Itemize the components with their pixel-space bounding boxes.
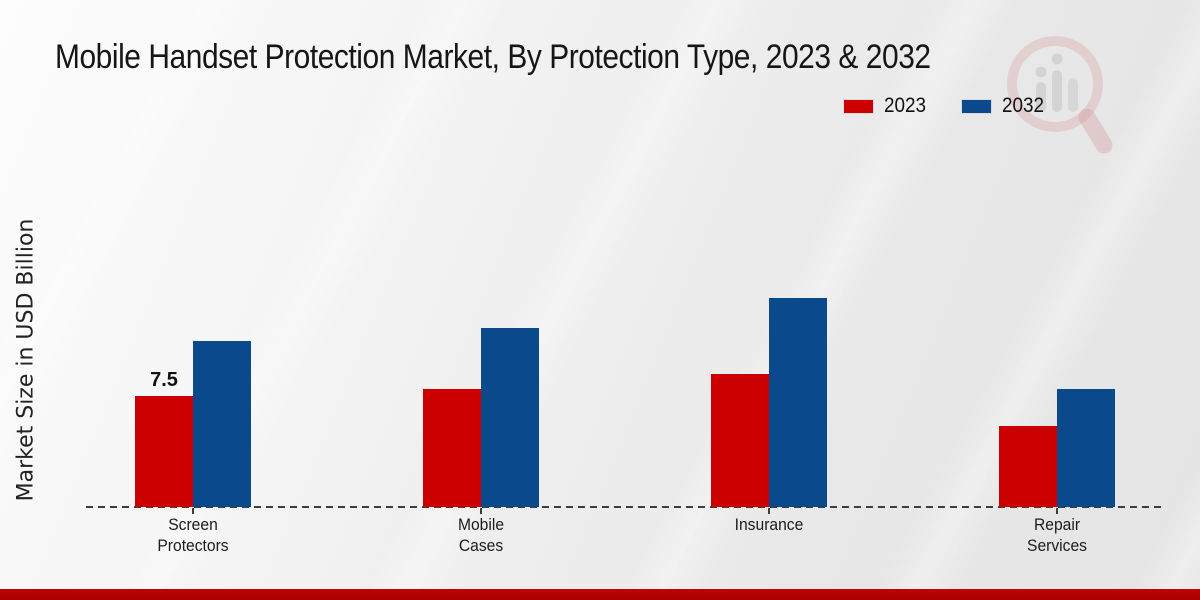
chart-title-text: Mobile Handset Protection Market, By Pro…	[55, 38, 931, 76]
watermark-magnifier-logo	[1007, 36, 1113, 154]
bar-2023-insurance	[711, 374, 769, 507]
legend-swatch-2023	[843, 98, 874, 114]
footer-accent-bar	[0, 589, 1200, 600]
x-axis-tick	[1056, 508, 1058, 514]
legend-swatch-2032	[960, 98, 992, 114]
x-axis-tick	[768, 508, 770, 514]
bar-2032-insurance	[769, 298, 827, 507]
chart-title: Mobile Handset Protection Market, By Pro…	[55, 38, 1050, 77]
category-label-insurance: Insurance	[734, 515, 804, 534]
bar-2032-screen-protectors	[193, 341, 251, 507]
x-axis-tick	[480, 508, 482, 514]
category-label-repair-services: Repair Services	[1027, 515, 1087, 555]
bar-data-label: 7.5	[150, 369, 178, 391]
legend: 2023 2032	[843, 94, 1048, 118]
legend-label-2023: 2023	[884, 94, 927, 117]
bar-2023-mobile-cases	[423, 389, 481, 507]
x-axis-tick	[192, 508, 194, 514]
legend-label-2032: 2032	[1001, 94, 1044, 117]
bar-2032-repair-services	[1057, 389, 1115, 507]
category-label-screen-protectors: Screen Protectors	[157, 515, 229, 555]
bar-2032-mobile-cases	[481, 328, 539, 507]
bar-2023-screen-protectors	[135, 396, 193, 507]
category-label-mobile-cases: Mobile Cases	[457, 515, 505, 555]
legend-item-2032: 2032	[960, 94, 1049, 118]
bar-2023-repair-services	[999, 426, 1057, 507]
legend-item-2023: 2023	[843, 94, 931, 118]
x-axis-baseline	[86, 506, 1165, 508]
